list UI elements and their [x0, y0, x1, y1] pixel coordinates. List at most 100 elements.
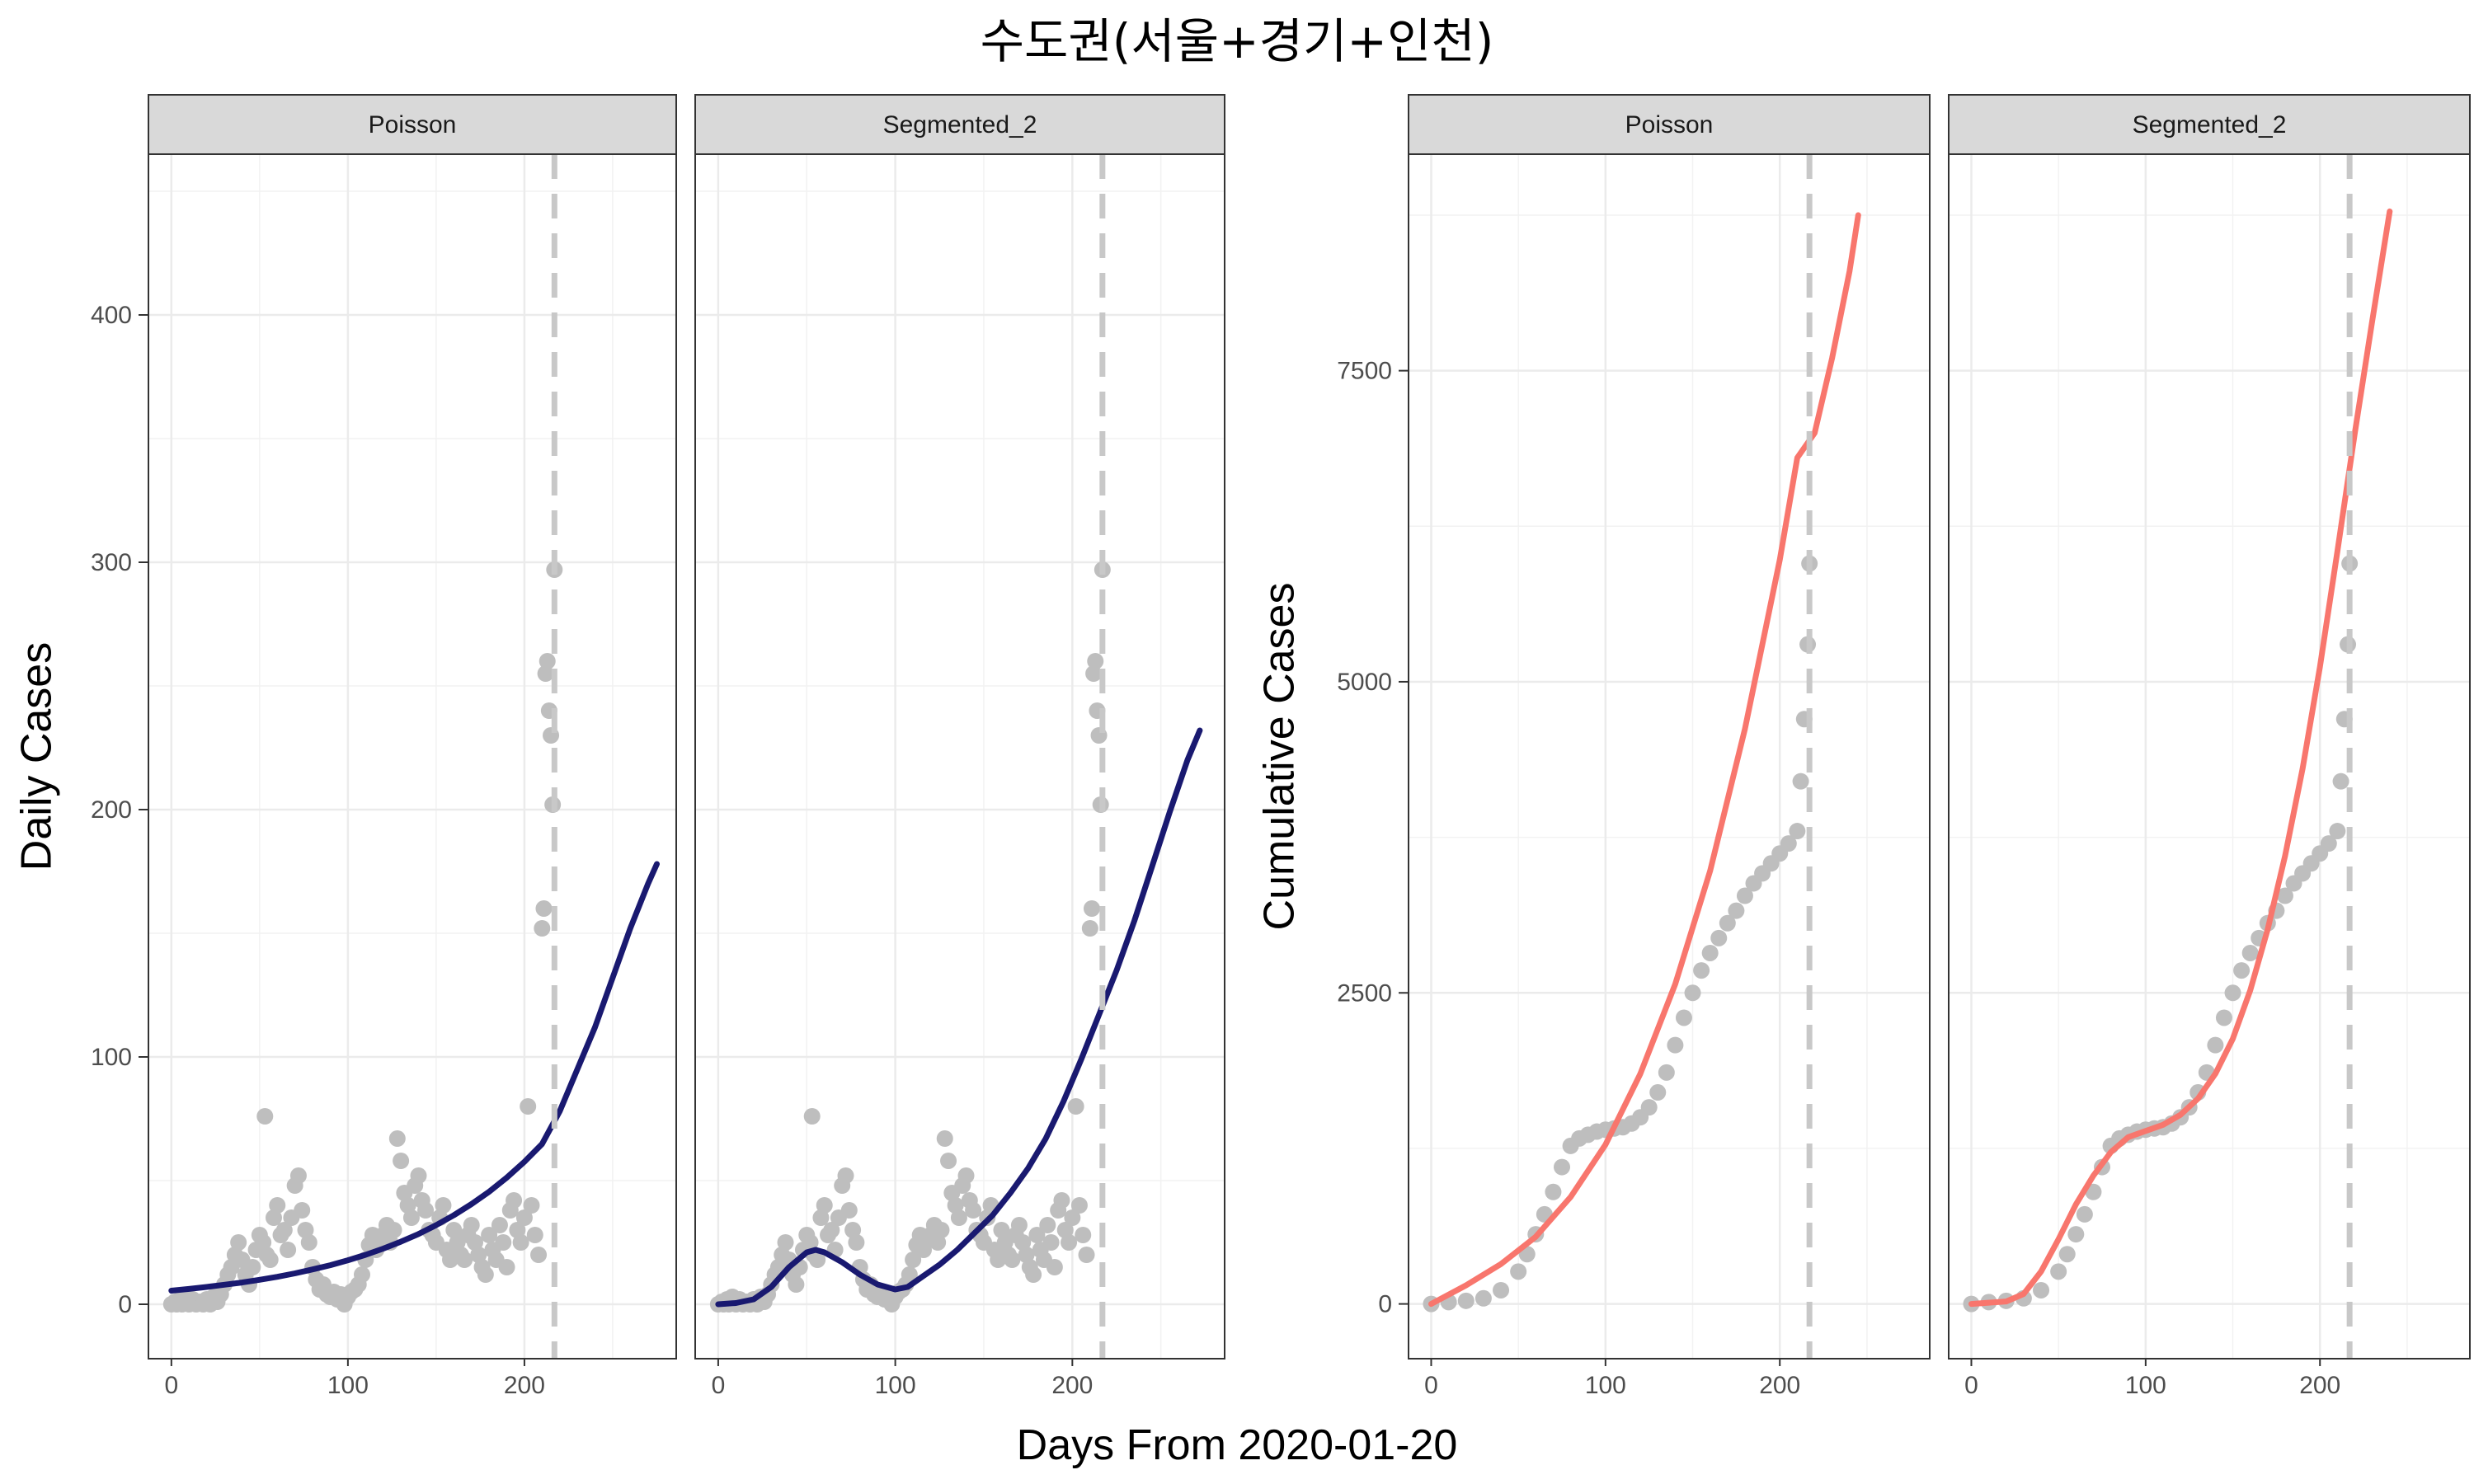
x-tick-label: 200 [1759, 1372, 1800, 1399]
plot-background [695, 154, 1225, 1359]
data-point [530, 1247, 548, 1263]
data-point [777, 1234, 794, 1251]
data-point [788, 1276, 805, 1293]
data-point [275, 1222, 293, 1238]
data-point [1075, 1227, 1092, 1243]
data-point [2050, 1263, 2067, 1280]
data-point [1701, 944, 1719, 961]
x-tick-label: 200 [2299, 1372, 2340, 1399]
data-point [539, 653, 556, 669]
x-tick-label: 100 [1585, 1372, 1626, 1399]
data-point [823, 1222, 840, 1238]
data-point [1064, 1209, 1081, 1226]
data-point [993, 1222, 1010, 1238]
fit-line-segmented_2 [1968, 208, 2393, 1308]
x-tick-label: 200 [1051, 1372, 1093, 1399]
y-axis-title: Daily Cases [13, 642, 61, 871]
fit-line-poisson [168, 861, 660, 1294]
data-point [2224, 984, 2241, 1002]
main-title: 수도권(서울+경기+인천) [981, 13, 1494, 69]
data-point [435, 1197, 452, 1214]
data-point [1039, 1217, 1056, 1233]
y-tick-label: 0 [118, 1291, 132, 1318]
data-point [1457, 1292, 1475, 1309]
data-point [901, 1266, 918, 1283]
data-point [803, 1108, 821, 1125]
plot-background [148, 154, 676, 1359]
data-point [1675, 1009, 1692, 1026]
data-point [2320, 835, 2337, 852]
facet-strip-label: Segmented_2 [883, 111, 1037, 139]
data-point [1018, 1247, 1035, 1263]
facet-strip [148, 94, 677, 155]
data-point [2207, 1036, 2224, 1054]
panel-border [1948, 153, 2471, 1360]
x-tick-label: 0 [164, 1372, 178, 1399]
data-point [840, 1202, 858, 1219]
panel-cumulative-poisson: Poisson 0 100 200 [1408, 94, 1931, 1399]
data-point [481, 1227, 498, 1243]
data-point [2233, 962, 2251, 979]
data-point [905, 1252, 922, 1268]
data-point [495, 1234, 512, 1251]
data-point [269, 1197, 286, 1214]
data-point [261, 1252, 279, 1268]
data-point [1042, 1234, 1060, 1251]
data-point [2067, 1226, 2085, 1243]
data-point [1014, 1234, 1032, 1251]
x-tick-label: 0 [1424, 1372, 1438, 1399]
y-tick-label: 5000 [1337, 669, 1392, 696]
data-point [399, 1197, 416, 1214]
data-point [1640, 1099, 1658, 1116]
data-point [300, 1234, 317, 1251]
panel-daily-poisson: Poisson 0 100 200 [148, 94, 677, 1399]
panel-daily-segmented_2: Segmented_2 0 100 200 [694, 94, 1225, 1399]
data-point [515, 1209, 533, 1226]
plot-background [1949, 154, 2470, 1359]
data-point [512, 1234, 529, 1251]
data-point [1719, 914, 1736, 932]
facet-strip [1408, 94, 1931, 155]
data-point [230, 1234, 247, 1251]
data-point [1554, 1158, 1571, 1176]
data-point [2332, 773, 2349, 790]
y-tick-label: 100 [91, 1044, 132, 1071]
facet-strip [1948, 94, 2471, 155]
data-point [1710, 929, 1728, 946]
data-point [1792, 773, 1809, 790]
data-point [265, 1209, 282, 1226]
data-point [1053, 1192, 1070, 1209]
data-point [1693, 962, 1710, 979]
data-point [929, 1234, 947, 1251]
fit-line-poisson [1428, 212, 1861, 1308]
facet-strip-label: Segmented_2 [2133, 111, 2287, 139]
data-point [2215, 1009, 2232, 1026]
data-point [1658, 1064, 1675, 1081]
data-point [417, 1202, 435, 1219]
data-point [1789, 823, 1806, 840]
data-point [2076, 1205, 2093, 1223]
data-point [1510, 1263, 1527, 1280]
y-tick-label: 300 [91, 549, 132, 576]
panel-border [1408, 153, 1931, 1360]
data-point [947, 1197, 964, 1214]
data-point [244, 1259, 261, 1275]
data-point [255, 1234, 272, 1251]
x-tick-label: 100 [327, 1372, 369, 1399]
data-point [936, 1130, 953, 1147]
data-point [537, 665, 554, 682]
data-point [933, 1222, 950, 1238]
x-tick-label: 0 [1964, 1372, 1978, 1399]
data-point [1025, 1266, 1042, 1283]
data-point [940, 1153, 957, 1169]
y-tick-label: 7500 [1337, 358, 1392, 385]
data-point [256, 1108, 274, 1125]
data-point [2033, 1281, 2050, 1298]
data-point [1028, 1227, 1046, 1243]
data-point [2058, 1246, 2076, 1263]
data-point [1684, 984, 1701, 1002]
y-tick-label: 400 [91, 302, 132, 329]
data-point [848, 1234, 865, 1251]
